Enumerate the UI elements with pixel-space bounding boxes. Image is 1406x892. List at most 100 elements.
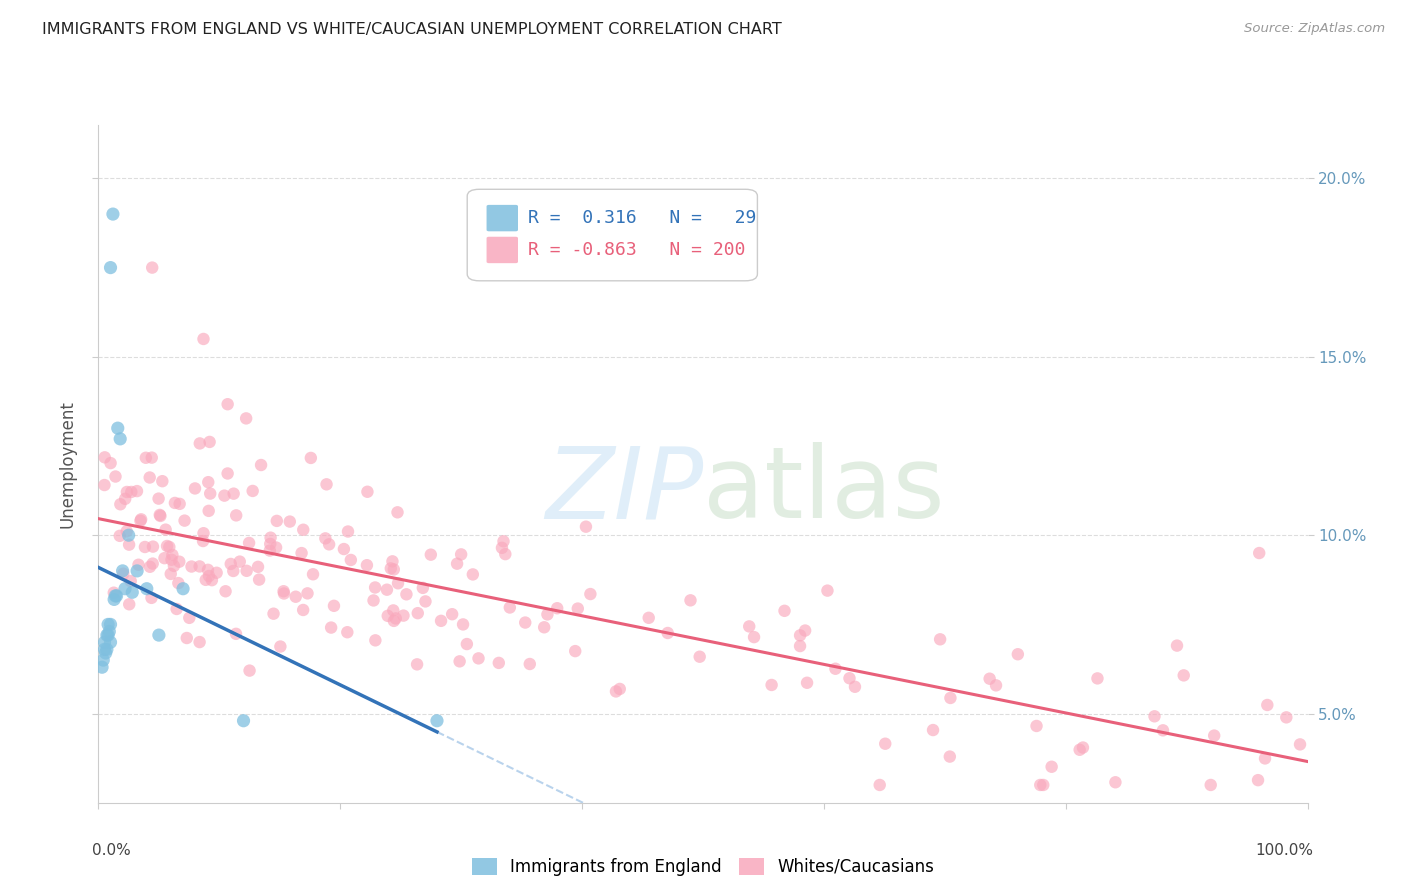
Point xyxy=(817,583,839,598)
Point xyxy=(242,483,264,498)
Point xyxy=(567,601,589,615)
Point xyxy=(135,582,157,596)
Point xyxy=(100,456,122,470)
Point xyxy=(120,574,142,588)
Point xyxy=(163,558,186,573)
Point xyxy=(93,642,115,657)
Point xyxy=(488,656,510,670)
Point xyxy=(315,477,337,491)
Point xyxy=(1199,778,1222,792)
Point xyxy=(929,632,952,647)
Point xyxy=(1087,672,1109,686)
Point xyxy=(259,531,281,545)
Point xyxy=(1071,740,1094,755)
Point xyxy=(114,582,136,596)
Point xyxy=(139,559,162,574)
Point xyxy=(159,566,181,581)
Point xyxy=(188,559,211,574)
Point xyxy=(984,678,1007,692)
Text: atlas: atlas xyxy=(703,442,945,540)
Point xyxy=(120,485,142,500)
Point xyxy=(515,615,537,630)
Point xyxy=(129,512,152,526)
Point xyxy=(302,567,325,582)
Point xyxy=(579,587,602,601)
Point xyxy=(167,576,190,591)
Text: R = -0.863   N = 200: R = -0.863 N = 200 xyxy=(527,242,745,260)
Text: 0.0%: 0.0% xyxy=(93,844,131,858)
Text: ZIP: ZIP xyxy=(544,442,703,540)
Point xyxy=(363,593,385,607)
Point xyxy=(1025,719,1047,733)
Point xyxy=(184,482,207,496)
Point xyxy=(229,555,252,569)
Point xyxy=(321,621,343,635)
Point xyxy=(125,484,148,499)
Point xyxy=(94,646,117,660)
Point xyxy=(1289,738,1312,752)
Point xyxy=(1104,775,1126,789)
Point xyxy=(169,555,191,569)
Point xyxy=(605,684,627,698)
Point xyxy=(869,778,891,792)
Point xyxy=(93,450,115,465)
Point xyxy=(179,611,201,625)
Point xyxy=(426,714,449,728)
Point xyxy=(387,576,409,591)
Point xyxy=(118,538,141,552)
Point xyxy=(446,557,468,571)
Point xyxy=(97,628,120,642)
Point xyxy=(169,497,191,511)
Point xyxy=(838,671,860,685)
Point xyxy=(153,551,176,566)
Point xyxy=(273,586,295,600)
Point xyxy=(247,559,270,574)
Point xyxy=(127,558,149,572)
Point xyxy=(450,548,472,562)
Point xyxy=(217,467,239,481)
Point xyxy=(382,603,405,617)
Point xyxy=(238,536,260,550)
Point xyxy=(356,484,378,499)
Point xyxy=(259,537,281,551)
Point xyxy=(250,458,273,472)
Point xyxy=(387,505,409,519)
Point xyxy=(773,604,796,618)
Point xyxy=(1040,760,1063,774)
Point xyxy=(449,654,471,668)
Point xyxy=(1069,743,1091,757)
Point xyxy=(197,475,219,490)
Point xyxy=(176,631,198,645)
Point xyxy=(115,524,138,539)
Point xyxy=(377,608,399,623)
Point xyxy=(292,523,315,537)
Point xyxy=(494,547,516,561)
Point xyxy=(657,626,679,640)
Point xyxy=(157,540,180,554)
Point xyxy=(150,474,173,488)
Point xyxy=(679,593,702,607)
Point xyxy=(141,450,163,465)
Point xyxy=(101,207,124,221)
Point xyxy=(114,491,136,506)
Point xyxy=(162,548,184,562)
Point xyxy=(235,564,257,578)
Point xyxy=(138,470,160,484)
Point xyxy=(382,562,405,576)
FancyBboxPatch shape xyxy=(486,236,517,263)
Point xyxy=(273,584,295,599)
Point xyxy=(1275,710,1298,724)
Point xyxy=(225,627,247,641)
Point xyxy=(796,675,818,690)
Point xyxy=(112,566,135,581)
Point xyxy=(499,600,522,615)
Point xyxy=(1152,723,1174,738)
Point xyxy=(96,642,118,657)
Point xyxy=(337,524,360,539)
Point xyxy=(194,573,217,587)
Point xyxy=(188,436,211,450)
Point xyxy=(172,582,194,596)
Point xyxy=(214,489,236,503)
Point xyxy=(205,566,228,580)
Point xyxy=(266,514,288,528)
